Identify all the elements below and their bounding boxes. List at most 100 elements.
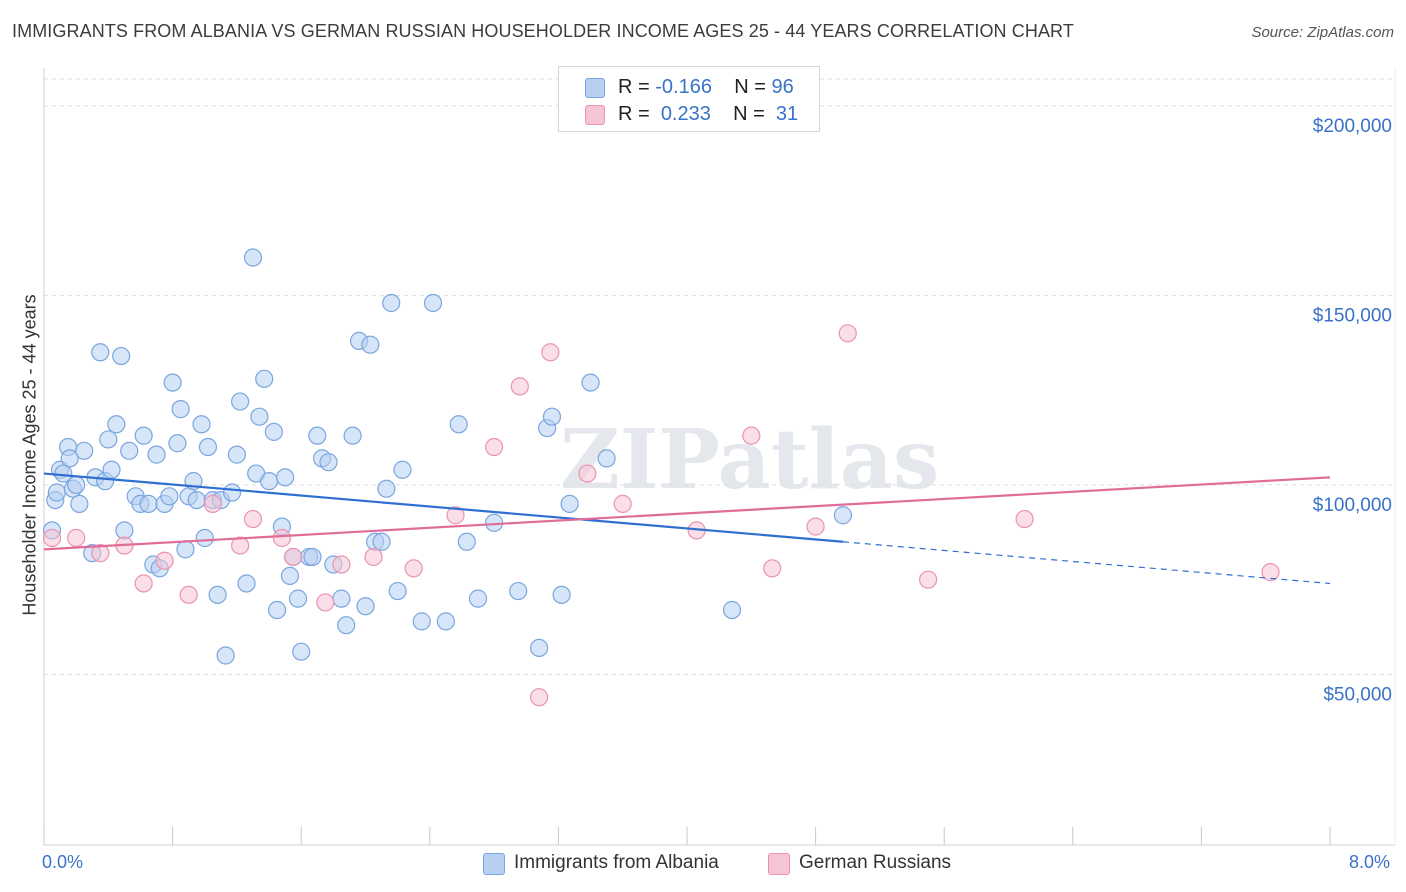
- data-point: [75, 441, 94, 460]
- data-point: [343, 426, 362, 445]
- data-point: [1015, 509, 1034, 529]
- data-point: [581, 373, 600, 392]
- data-point: [763, 559, 782, 578]
- legend-r-label: R =: [618, 103, 650, 125]
- data-point: [446, 506, 465, 525]
- data-point: [303, 547, 322, 567]
- data-point: [112, 346, 131, 366]
- data-point: [231, 392, 250, 411]
- data-point: [203, 494, 222, 513]
- data-point: [560, 494, 579, 513]
- data-point: [102, 460, 121, 479]
- data-point: [231, 536, 250, 555]
- legend-swatch-pink: [585, 105, 605, 125]
- data-point: [412, 612, 431, 631]
- data-point: [120, 441, 139, 460]
- data-point: [280, 566, 300, 585]
- data-point: [276, 468, 295, 487]
- data-point: [195, 528, 214, 548]
- data-point: [259, 472, 279, 491]
- bottom-legend-swatch-blue: [483, 853, 505, 875]
- trend-lines: [43, 472, 1331, 585]
- data-point: [216, 646, 235, 665]
- data-point: [107, 415, 126, 434]
- data-point: [255, 369, 274, 388]
- data-point: [919, 570, 938, 589]
- data-point: [267, 600, 287, 620]
- data-point: [578, 464, 597, 483]
- data-point: [332, 555, 351, 574]
- data-point: [192, 415, 211, 434]
- data-point: [147, 445, 166, 464]
- data-point: [163, 373, 182, 392]
- data-point: [292, 642, 311, 661]
- legend-r-value: -0.166: [655, 76, 712, 98]
- data-point: [468, 589, 488, 608]
- data-point: [171, 400, 190, 419]
- data-point: [42, 528, 62, 548]
- data-point: [243, 509, 263, 529]
- data-point: [237, 574, 256, 593]
- y-tick-labels: $50,000 $100,000 $150,000 $200,000: [1313, 116, 1392, 706]
- axes: [43, 68, 1396, 846]
- legend-r-label: R =: [618, 76, 650, 98]
- data-point: [372, 532, 391, 551]
- data-point: [316, 593, 335, 612]
- series-german-russians: [42, 324, 1280, 707]
- data-point: [377, 479, 396, 498]
- data-point: [250, 407, 269, 426]
- legend-r-value: 0.233: [660, 103, 711, 125]
- bottom-legend-label: German Russians: [799, 852, 952, 873]
- chart-title: IMMIGRANTS FROM ALBANIA VS GERMAN RUSSIA…: [12, 21, 1074, 41]
- data-point: [99, 430, 118, 449]
- legend-n-label: N =: [734, 76, 766, 98]
- trend-line-albania: [43, 472, 844, 543]
- correlation-legend: R = -0.166 N = 96 R = 0.233 N = 31: [558, 66, 820, 132]
- data-point: [552, 585, 571, 604]
- legend-n-value: 31: [775, 103, 799, 125]
- trend-line-german-russians: [43, 476, 1331, 551]
- data-point: [722, 600, 742, 620]
- data-point: [509, 581, 528, 601]
- data-point: [134, 426, 153, 445]
- y-tick-label: $50,000: [1323, 684, 1392, 705]
- data-point: [337, 616, 356, 635]
- source-credit: Source: ZipAtlas.com: [1251, 24, 1394, 41]
- data-point: [134, 574, 153, 593]
- data-point: [243, 248, 263, 267]
- data-point: [833, 506, 853, 525]
- data-point: [187, 490, 206, 510]
- bottom-legend-label: Immigrants from Albania: [514, 852, 719, 873]
- data-point: [361, 335, 380, 354]
- bottom-legend-swatch-pink: [768, 853, 790, 875]
- data-point: [308, 426, 327, 445]
- data-point: [436, 612, 455, 631]
- data-point: [176, 540, 195, 559]
- data-point: [198, 437, 218, 457]
- data-point: [382, 293, 401, 313]
- y-tick-label: $100,000: [1313, 495, 1392, 516]
- data-point: [356, 597, 375, 616]
- x-tick-label-min: 0.0%: [42, 852, 84, 872]
- data-point: [288, 589, 308, 608]
- data-point: [404, 559, 423, 578]
- y-tick-label: $200,000: [1313, 116, 1392, 137]
- data-point: [393, 460, 412, 479]
- data-point: [364, 547, 383, 567]
- data-point: [457, 532, 476, 551]
- data-point: [449, 415, 468, 434]
- data-point: [67, 475, 86, 495]
- data-point: [222, 483, 242, 502]
- watermark: ZIPatlas: [560, 412, 939, 508]
- data-point: [155, 551, 174, 570]
- data-point: [60, 449, 79, 468]
- data-point: [613, 494, 632, 513]
- data-point: [47, 483, 66, 502]
- legend-n-label: N =: [733, 103, 765, 125]
- data-point: [1261, 563, 1280, 582]
- data-point: [208, 585, 227, 604]
- data-point: [742, 426, 761, 445]
- data-point: [264, 422, 283, 441]
- data-point: [510, 377, 529, 396]
- data-point: [91, 343, 110, 362]
